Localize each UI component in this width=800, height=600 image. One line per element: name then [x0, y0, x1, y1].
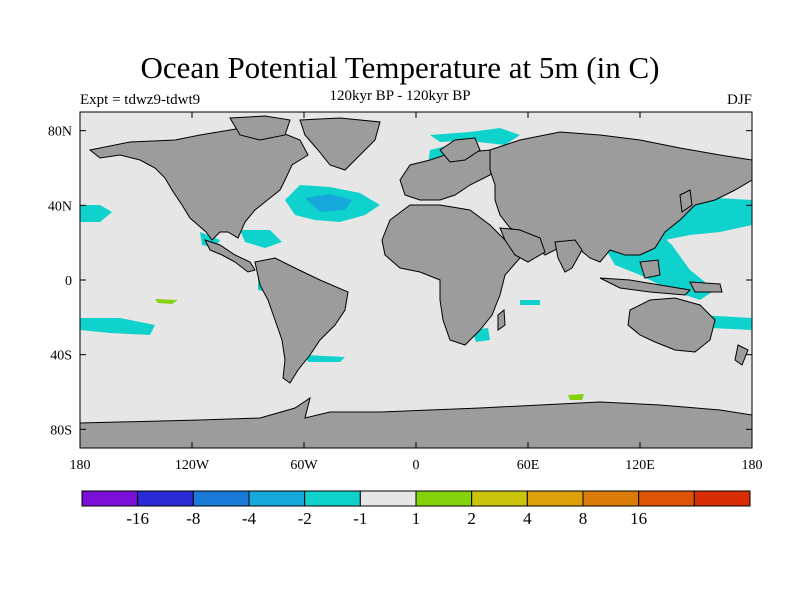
y-tick-label-2: 0	[65, 274, 72, 289]
x-tick-label-0: 180	[70, 458, 91, 473]
anomaly-ne-pacific	[80, 205, 112, 222]
land-south-america	[254, 257, 349, 384]
colorbar-swatch-7	[471, 490, 528, 507]
colorbar-label-3: -2	[298, 509, 312, 528]
y-tick-label-1: 40N	[48, 199, 72, 214]
colorbar-label-8: 8	[579, 509, 588, 528]
y-tick-label-4: 80S	[50, 423, 72, 438]
colorbar-label-0: -16	[126, 509, 149, 528]
x-tick-label-5: 120E	[625, 458, 655, 473]
x-tick-label-6: 180	[742, 458, 763, 473]
anomaly-south-pacific	[80, 318, 155, 335]
land-madagascar	[497, 308, 506, 331]
land-layer	[80, 115, 752, 448]
colorbar-swatch-0	[81, 490, 139, 507]
land-scandinavia	[439, 137, 481, 163]
land-australia	[627, 297, 716, 353]
colorbar-swatch-5	[359, 490, 417, 507]
land-antarctica	[80, 396, 752, 448]
x-tick-label-1: 120W	[175, 458, 210, 473]
colorbar-label-2: -4	[242, 509, 257, 528]
land-canadian-arctic	[229, 115, 291, 141]
x-tick-label-3: 0	[413, 458, 420, 473]
colorbar-swatch-10	[638, 490, 695, 507]
x-tick-label-4: 60E	[517, 458, 540, 473]
colorbar-swatch-1	[137, 490, 194, 507]
colorbar-label-6: 2	[467, 509, 476, 528]
colorbar-label-7: 4	[523, 509, 532, 528]
colorbar-swatch-3	[248, 490, 306, 507]
colorbar-label-9: 16	[630, 509, 647, 528]
colorbar-swatch-11	[693, 490, 751, 507]
land-indonesia	[599, 277, 692, 296]
colorbar-label-1: -8	[186, 509, 200, 528]
season-label: DJF	[726, 92, 752, 108]
anomaly-warm-southern-ocean	[568, 394, 584, 400]
x-tick-label-2: 60W	[290, 458, 318, 473]
anomaly-caribbean	[240, 230, 282, 248]
anomaly-barents	[470, 128, 520, 145]
map-axes: 180 120W 60W 0 60E 120E 180 80N 40N 0 40S 80S	[48, 112, 763, 473]
land-new-guinea	[689, 281, 723, 293]
land-india	[554, 239, 583, 273]
y-tick-label-0: 80N	[48, 125, 72, 140]
land-arabia	[499, 227, 546, 263]
colorbar-swatch-9	[582, 490, 640, 507]
colorbar-label-4: -1	[353, 509, 367, 528]
colorbar-label-5: 1	[412, 509, 421, 528]
land-new-zealand	[734, 344, 749, 366]
colorbar-swatch-8	[526, 490, 584, 507]
anomaly-warm-mid-pacific	[155, 299, 178, 304]
land-central-america	[204, 239, 256, 273]
y-tick-label-3: 40S	[50, 349, 72, 364]
colorbar-swatch-6	[415, 490, 473, 507]
land-greenland	[299, 117, 381, 171]
experiment-label: Expt = tdwz9-tdwt9	[80, 92, 201, 108]
colorbar-swatch-2	[192, 490, 250, 507]
colorbar: -16 -8 -4 -2 -1 1 2 4 8 16	[81, 490, 751, 528]
land-japan	[679, 189, 693, 213]
colorbar-swatch-4	[304, 490, 361, 507]
land-borneo	[639, 259, 661, 279]
period-label: 120kyr BP - 120kyr BP	[329, 88, 471, 104]
land-africa	[381, 204, 521, 346]
anomaly-north-atlantic-core	[305, 194, 352, 212]
anomaly-indian-ocean	[520, 300, 540, 305]
map-title: Ocean Potential Temperature at 5m (in C)	[140, 50, 660, 85]
anomaly-argentine	[305, 355, 345, 362]
